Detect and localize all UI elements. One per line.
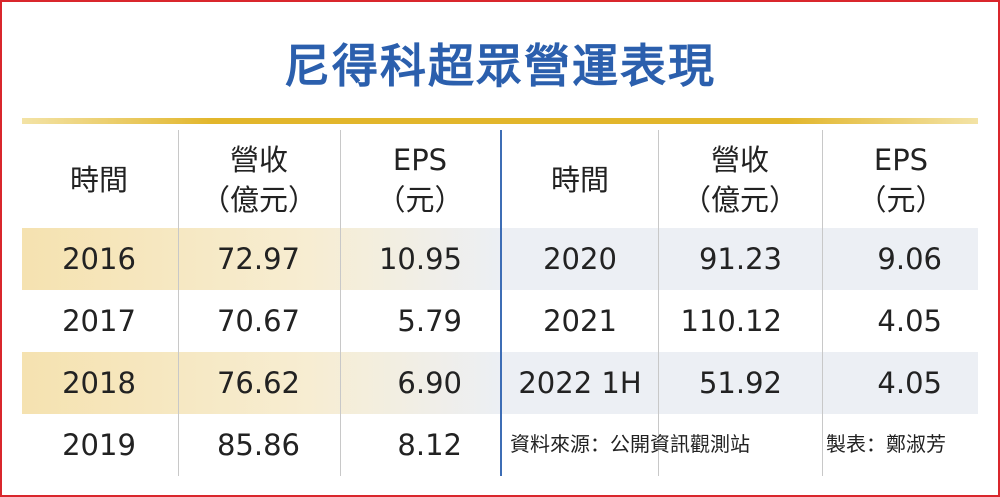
table-cell: 6.90 <box>397 366 462 400</box>
table-cell: 9.06 <box>877 242 942 276</box>
table-cell: 2016 <box>62 242 136 276</box>
title: 尼得科超眾營運表現 <box>284 39 716 93</box>
table-cell: 2017 <box>62 304 136 338</box>
table-cell: 72.97 <box>216 242 300 276</box>
header-cell: （億元） <box>681 183 798 217</box>
table-cell: 2020 <box>543 242 617 276</box>
header-cell: （億元） <box>200 183 317 217</box>
column-line <box>822 130 823 476</box>
column-line <box>658 130 659 476</box>
header-cell: EPS <box>392 143 448 177</box>
header-cell: 時間 <box>550 163 609 197</box>
table-cell: 76.62 <box>216 366 300 400</box>
row-shade <box>502 228 978 290</box>
divider <box>500 130 502 476</box>
header-cell: EPS <box>873 143 929 177</box>
column-line <box>340 130 341 476</box>
header-cell: （元） <box>857 183 945 217</box>
header-cell: 營收 <box>710 143 769 177</box>
table-cell: 4.05 <box>877 366 942 400</box>
table-cell: 2019 <box>62 428 136 462</box>
table-cell: 51.92 <box>698 366 782 400</box>
row-shade <box>502 352 978 414</box>
table-cell: 5.79 <box>397 304 462 338</box>
column-line <box>178 130 179 476</box>
header-cell: 時間 <box>69 163 128 197</box>
table-cell: 91.23 <box>698 242 782 276</box>
table-cell: 4.05 <box>877 304 942 338</box>
table-cell: 110.12 <box>680 304 782 338</box>
table-cell: 8.12 <box>397 428 462 462</box>
title-rule <box>22 118 978 124</box>
header-cell: 營收 <box>229 143 288 177</box>
row-shade <box>22 228 500 290</box>
header-cell: （元） <box>376 183 464 217</box>
table-cell: 85.86 <box>216 428 300 462</box>
table-cell: 2022 1H <box>518 366 642 400</box>
table-cell: 70.67 <box>216 304 300 338</box>
table-cell: 2018 <box>62 366 136 400</box>
source: 資料來源：公開資訊觀測站 <box>510 432 750 456</box>
table-cell: 2021 <box>543 304 617 338</box>
credit: 製表：鄭淑芳 <box>826 432 946 456</box>
row-shade <box>22 352 500 414</box>
table-cell: 10.95 <box>378 242 462 276</box>
